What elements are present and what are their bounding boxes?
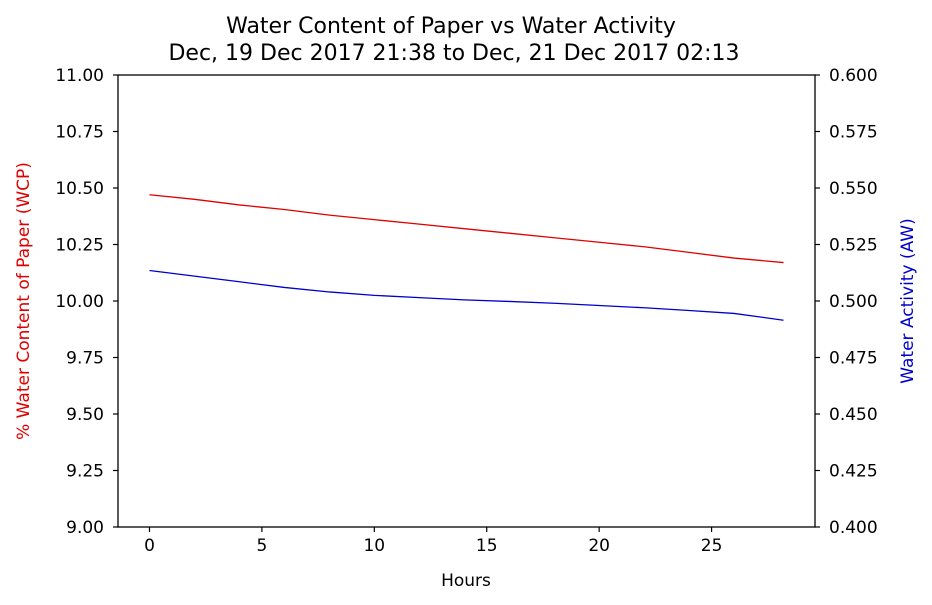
x-tick-label: 5	[256, 536, 267, 556]
left-y-tick-label: 9.00	[66, 518, 104, 538]
water-activity-line	[149, 269, 784, 321]
x-axis: 0 5 10 15 20 25	[144, 527, 722, 556]
left-y-tick-label: 9.25	[66, 462, 104, 482]
series-layer	[149, 194, 784, 321]
left-y-tick-label: 9.50	[66, 405, 104, 425]
right-y-tick-label: 0.600	[829, 66, 878, 86]
right-y-tick-label: 0.475	[829, 349, 878, 369]
right-y-tick-label: 0.575	[829, 123, 878, 143]
left-y-tick-label: 11.00	[55, 66, 104, 86]
x-tick-label: 25	[701, 536, 723, 556]
left-y-axis-label: % Water Content of Paper (WCP)	[14, 162, 34, 440]
left-y-tick-label: 10.25	[55, 236, 104, 256]
right-y-tick-label: 0.550	[829, 179, 878, 199]
right-y-tick-label: 0.400	[829, 518, 878, 538]
left-y-tick-label: 10.50	[55, 179, 104, 199]
right-y-axis-label: Water Activity (AW)	[898, 218, 918, 383]
plot-frame	[117, 74, 816, 528]
right-y-tick-label: 0.525	[829, 236, 878, 256]
right-y-tick-label: 0.500	[829, 292, 878, 312]
x-axis-label: Hours	[441, 571, 491, 591]
left-y-tick-label: 9.75	[66, 349, 104, 369]
plot-area	[117, 74, 816, 528]
left-y-axis: 9.00 9.25 9.50 9.75 10.00 10.25 10.50 10.75 11.0…	[55, 66, 118, 538]
water-content-line	[149, 194, 784, 264]
x-tick-label: 20	[588, 536, 610, 556]
left-y-tick-label: 10.00	[55, 292, 104, 312]
chart-title: Water Content of Paper vs Water Activity	[226, 14, 676, 39]
x-tick-label: 10	[363, 536, 385, 556]
left-y-tick-label: 10.75	[55, 123, 104, 143]
x-tick-label: 15	[476, 536, 498, 556]
right-y-tick-label: 0.425	[829, 462, 878, 482]
chart-subtitle: Dec, 19 Dec 2017 21:38 to Dec, 21 Dec 20…	[168, 41, 739, 66]
right-y-axis: 0.400 0.425 0.450 0.475 0.500 0.525 0.550 0.575…	[815, 66, 878, 538]
x-tick-label: 0	[144, 536, 155, 556]
right-y-tick-label: 0.450	[829, 405, 878, 425]
